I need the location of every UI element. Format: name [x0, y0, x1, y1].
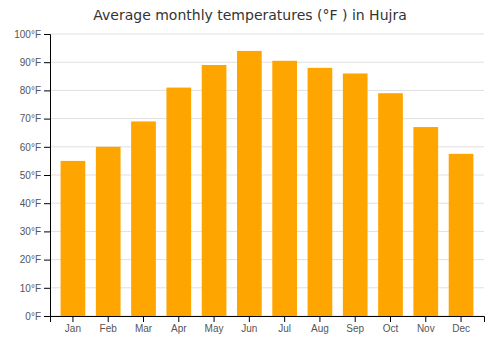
- tick-mark: [44, 231, 50, 232]
- tick: Oct: [383, 316, 399, 334]
- tick-label: Mar: [135, 323, 153, 334]
- bar: [237, 51, 262, 316]
- bar: [413, 127, 438, 316]
- tick-label: Feb: [100, 323, 118, 334]
- bar: [272, 61, 297, 316]
- tick-label: 70°F: [20, 113, 41, 124]
- tick: 70°F: [20, 113, 50, 124]
- tick-label: 40°F: [20, 198, 41, 209]
- tick-mark: [44, 203, 50, 204]
- tick: 60°F: [20, 142, 50, 153]
- tick-label: Apr: [171, 323, 187, 334]
- tick-mark: [44, 316, 50, 317]
- tick-mark: [108, 316, 109, 322]
- tick-mark: [44, 119, 50, 120]
- tick: Sep: [346, 316, 364, 334]
- tick-mark: [143, 316, 144, 322]
- bar: [449, 154, 474, 316]
- tick-mark: [44, 62, 50, 63]
- tick-label: Nov: [417, 323, 435, 334]
- tick-mark: [44, 260, 50, 261]
- tick: 50°F: [20, 170, 50, 181]
- tick: 30°F: [20, 226, 50, 237]
- y-axis: 0°F 10°F 20°F 30°F 40°F 50°F 60°F 70°F 80°F 90°F 1…: [14, 29, 50, 322]
- axis-line: [51, 317, 485, 323]
- bar: [343, 73, 368, 316]
- tick-mark: [355, 316, 356, 322]
- tick-mark: [461, 316, 462, 322]
- tick-mark: [44, 175, 50, 176]
- bar: [202, 65, 227, 316]
- tick-mark: [44, 90, 50, 91]
- tick: Dec: [452, 316, 470, 334]
- tick-label: 10°F: [20, 283, 41, 294]
- tick-mark: [425, 316, 426, 322]
- tick: 40°F: [20, 198, 50, 209]
- tick: 100°F: [14, 29, 50, 40]
- axis-line: [44, 35, 51, 317]
- bar: [166, 88, 191, 316]
- tick: Nov: [417, 316, 435, 334]
- tick-mark: [214, 316, 215, 322]
- tick-label: Jun: [241, 323, 257, 334]
- tick-mark: [390, 316, 391, 322]
- tick: 10°F: [20, 283, 50, 294]
- tick-label: Aug: [311, 323, 329, 334]
- tick: Apr: [171, 316, 187, 334]
- tick: Mar: [135, 316, 153, 334]
- tick-label: 80°F: [20, 85, 41, 96]
- tick: May: [205, 316, 224, 334]
- bars: [61, 51, 474, 316]
- plot: 0°F 10°F 20°F 30°F 40°F 50°F 60°F 70°F 80°F 90°F 1…: [14, 29, 484, 334]
- tick-mark: [249, 316, 250, 322]
- tick-label: 50°F: [20, 170, 41, 181]
- x-axis: Jan Feb Mar Apr May Jun Jul Aug Sep Oct Nov Dec: [51, 316, 485, 334]
- tick-label: 100°F: [14, 29, 41, 40]
- bar: [378, 93, 403, 316]
- tick-mark: [72, 316, 73, 322]
- grid-line: [50, 34, 484, 35]
- tick: 20°F: [20, 254, 50, 265]
- grid-line: [50, 90, 484, 91]
- chart: 0°F 10°F 20°F 30°F 40°F 50°F 60°F 70°F 80°F 90°F 1…: [0, 0, 500, 350]
- tick-label: May: [205, 323, 224, 334]
- tick: Jul: [278, 316, 291, 334]
- tick-mark: [319, 316, 320, 322]
- tick-mark: [44, 34, 50, 35]
- grid: [50, 34, 484, 316]
- tick-label: 30°F: [20, 226, 41, 237]
- grid-line: [50, 118, 484, 119]
- tick: 0°F: [25, 311, 50, 322]
- bar: [61, 161, 86, 316]
- bar: [308, 68, 333, 316]
- bar: [131, 121, 156, 316]
- tick-label: Jan: [65, 323, 81, 334]
- tick-label: Sep: [346, 323, 364, 334]
- tick: Aug: [311, 316, 329, 334]
- title: Average monthly temperatures (°F ) in Hu…: [93, 7, 406, 23]
- tick-label: 0°F: [25, 311, 41, 322]
- tick: Feb: [100, 316, 118, 334]
- tick-label: Dec: [452, 323, 470, 334]
- tick-mark: [44, 288, 50, 289]
- tick: 80°F: [20, 85, 50, 96]
- tick-label: 90°F: [20, 57, 41, 68]
- tick-mark: [284, 316, 285, 322]
- bar: [96, 147, 121, 316]
- grid-line: [50, 62, 484, 63]
- tick-label: 20°F: [20, 254, 41, 265]
- tick: Jun: [241, 316, 257, 334]
- tick-label: Jul: [278, 323, 291, 334]
- tick: Jan: [65, 316, 81, 334]
- tick-mark: [178, 316, 179, 322]
- tick-label: Oct: [383, 323, 399, 334]
- tick-label: 60°F: [20, 142, 41, 153]
- tick-mark: [44, 147, 50, 148]
- tick: 90°F: [20, 57, 50, 68]
